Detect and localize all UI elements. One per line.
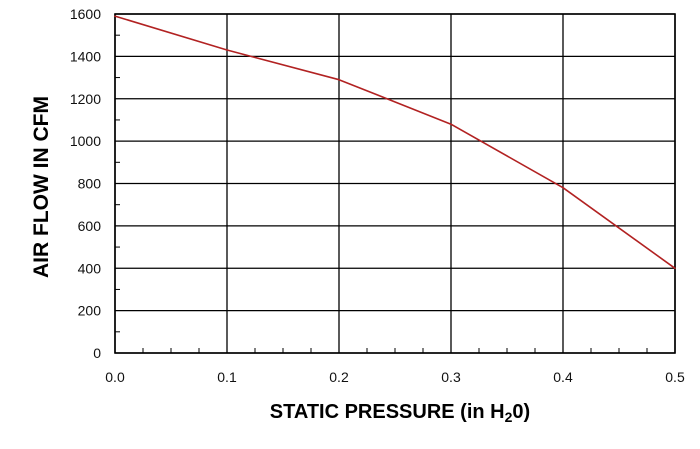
x-tick-labels: 0.0 0.1 0.2 0.3 0.4 0.5 xyxy=(105,369,685,385)
y-tick-label: 600 xyxy=(78,218,102,234)
series-layer xyxy=(114,15,676,270)
data-point xyxy=(674,267,676,270)
x-tick-label: 0.4 xyxy=(553,369,573,385)
x-axis-label-end: 0) xyxy=(512,401,530,423)
data-point xyxy=(338,78,340,81)
data-point xyxy=(450,123,452,125)
x-axis-label: STATIC PRESSURE (in H20) xyxy=(270,401,530,425)
y-axis-label: AIR FLOW IN CFM xyxy=(30,96,53,278)
data-point xyxy=(226,49,228,51)
x-tick-label: 0.3 xyxy=(441,369,461,385)
y-tick-label: 1000 xyxy=(70,133,101,149)
y-tick-label: 800 xyxy=(78,176,102,192)
grid xyxy=(114,13,676,354)
x-axis-label-subscript: 2 xyxy=(505,409,513,425)
y-tick-label: 1600 xyxy=(70,6,101,22)
x-tick-label: 0.0 xyxy=(105,369,125,385)
data-point xyxy=(562,186,564,189)
series-line xyxy=(114,15,676,269)
y-tick-label: 400 xyxy=(78,260,102,276)
x-tick-label: 0.1 xyxy=(217,369,237,385)
y-tick-label: 0 xyxy=(93,345,101,361)
y-tick-label: 1200 xyxy=(70,91,101,107)
y-tick-label: 200 xyxy=(78,303,102,319)
y-tick-label: 1400 xyxy=(70,48,101,64)
data-point xyxy=(114,15,116,17)
minor-ticks xyxy=(115,34,648,353)
x-tick-label: 0.2 xyxy=(329,369,349,385)
y-tick-labels: 0 200 400 600 800 1000 1200 1400 1600 xyxy=(70,6,101,361)
x-tick-label: 0.5 xyxy=(665,369,685,385)
